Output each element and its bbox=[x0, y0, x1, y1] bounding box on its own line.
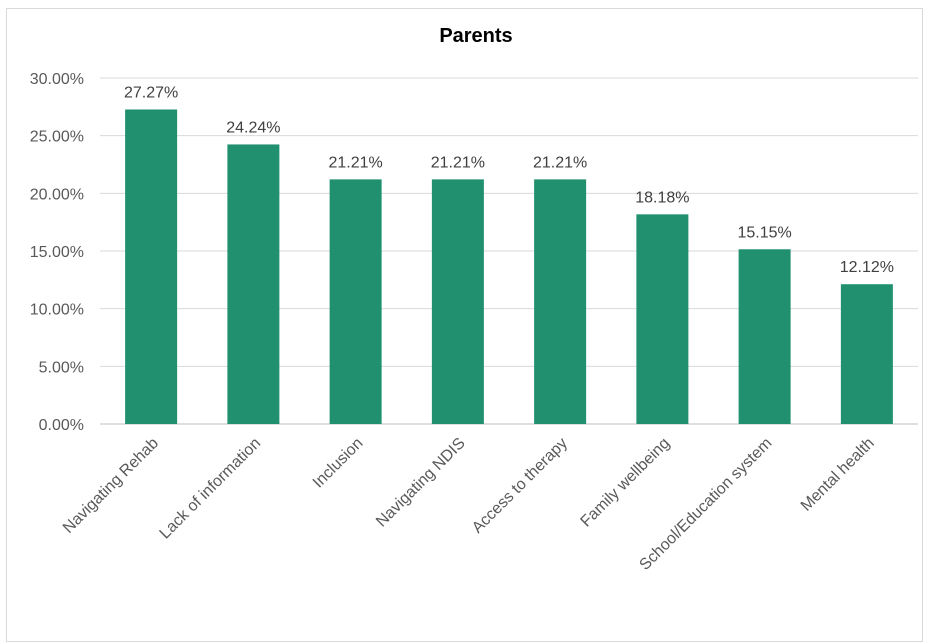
data-label: 24.24% bbox=[226, 119, 280, 136]
data-label: 21.21% bbox=[431, 154, 485, 171]
y-tick-label: 30.00% bbox=[30, 71, 84, 88]
y-tick-label: 15.00% bbox=[30, 244, 84, 261]
data-label: 21.21% bbox=[328, 154, 382, 171]
data-label: 27.27% bbox=[124, 84, 178, 101]
y-axis-tick-labels: 0.00% 5.00% 10.00% 15.00% 20.00% 25.00% 30.00% bbox=[30, 71, 84, 434]
chart-title: Parents bbox=[439, 25, 512, 47]
x-category-label: Navigating Rehab bbox=[60, 435, 162, 537]
data-label: 21.21% bbox=[533, 154, 587, 171]
data-labels: 27.27% 24.24% 21.21% 21.21% 21.21% 18.18% 15.1… bbox=[124, 84, 894, 276]
bar bbox=[329, 179, 382, 424]
y-tick-label: 5.00% bbox=[39, 359, 84, 376]
bar bbox=[738, 249, 791, 424]
bar bbox=[534, 179, 587, 424]
bar bbox=[227, 144, 280, 424]
data-label: 15.15% bbox=[737, 224, 791, 241]
bar bbox=[840, 284, 893, 424]
x-category-label: Access to therapy bbox=[469, 435, 571, 537]
gridlines bbox=[100, 77, 918, 425]
y-tick-label: 10.00% bbox=[30, 302, 84, 319]
bars bbox=[125, 109, 893, 425]
x-category-label: Inclusion bbox=[310, 435, 367, 492]
bar bbox=[636, 214, 689, 424]
x-category-label: Family wellbeing bbox=[578, 435, 674, 531]
data-label: 12.12% bbox=[840, 259, 894, 276]
bar bbox=[125, 109, 178, 425]
x-category-label: Mental health bbox=[798, 435, 878, 515]
data-label: 18.18% bbox=[635, 189, 689, 206]
y-tick-label: 25.00% bbox=[30, 129, 84, 146]
y-tick-label: 20.00% bbox=[30, 186, 84, 203]
bar bbox=[431, 179, 484, 424]
y-tick-label: 0.00% bbox=[39, 417, 84, 434]
x-category-label: Navigating NDIS bbox=[373, 435, 469, 531]
x-category-label: Lack of information bbox=[157, 435, 265, 543]
